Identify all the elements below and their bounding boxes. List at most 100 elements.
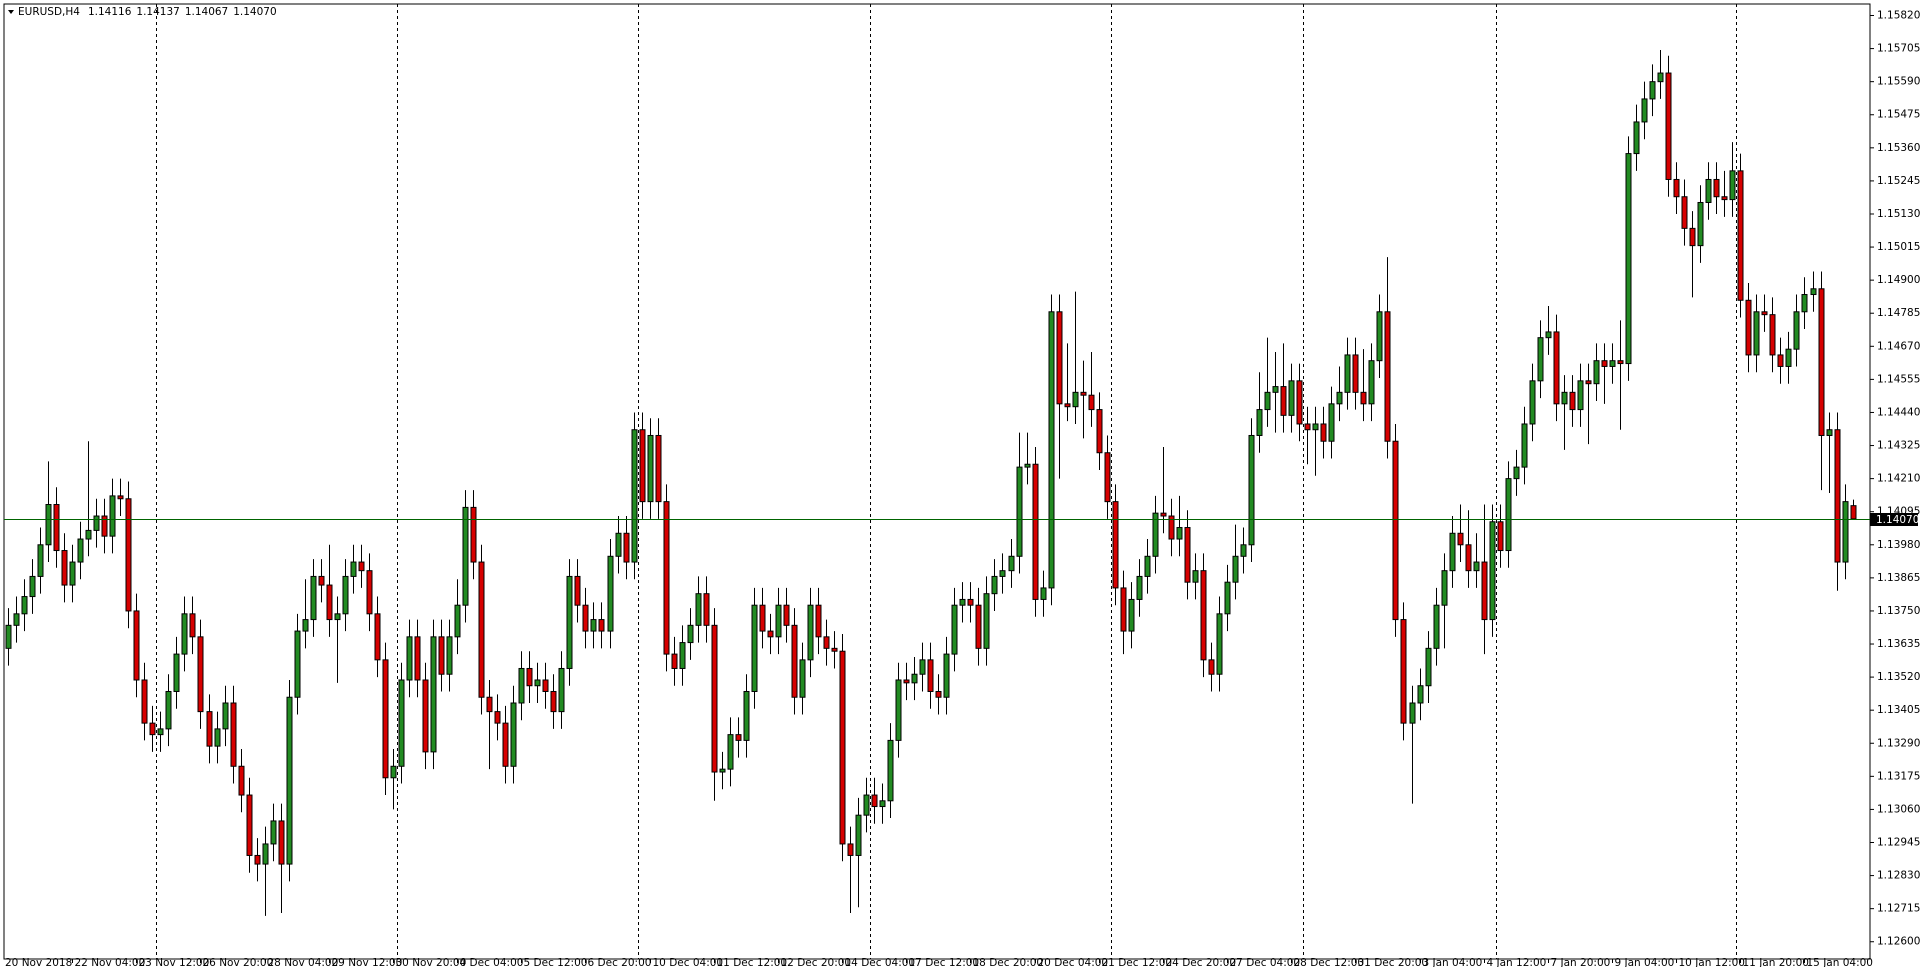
candle-body (767, 630, 774, 638)
candle-body (1705, 178, 1712, 203)
candle-body (558, 667, 565, 713)
candle-body (1320, 423, 1327, 442)
candle-body (1521, 423, 1528, 468)
candle-body (1104, 452, 1111, 503)
candle-body (1040, 587, 1047, 600)
candle-body (975, 604, 982, 649)
candle-body (1617, 360, 1624, 365)
candle-body (189, 613, 196, 638)
y-tick-label: 1.13520 (1877, 671, 1920, 683)
candle-body (1585, 380, 1592, 385)
x-tick-label: 31 Dec 20:00 (1358, 957, 1429, 967)
candle-body (1834, 429, 1841, 563)
candle-body (1673, 178, 1680, 198)
candle-body (791, 624, 798, 698)
candle-body (270, 820, 277, 845)
candle-body (863, 794, 870, 816)
x-tick-label: 30 Nov 20:00 (396, 957, 467, 967)
candle-body (1449, 532, 1456, 572)
candle-body (1200, 570, 1207, 661)
y-tick-label: 1.13060 (1877, 803, 1920, 815)
candle-body (895, 679, 902, 741)
y-tick-label: 1.12945 (1877, 837, 1920, 849)
ohlc-value: 1.14137 (136, 6, 179, 18)
candle-body (759, 604, 766, 632)
candle-body (1080, 391, 1087, 396)
candle-body (1593, 360, 1600, 385)
candle-body (1328, 403, 1335, 442)
x-tick-label: 11 Dec 12:00 (717, 957, 788, 967)
candle-body (1641, 98, 1648, 123)
candle-body (1737, 170, 1744, 301)
candle-body (1761, 311, 1768, 316)
candle-body (1032, 463, 1039, 600)
candle-body (903, 679, 910, 684)
candle-body (1417, 685, 1424, 704)
candle-body (462, 506, 469, 606)
candle-body (1545, 331, 1552, 339)
candle-body (1384, 311, 1391, 442)
candle-body (1753, 311, 1760, 356)
candle-body (743, 690, 750, 741)
y-tick-label: 1.13175 (1877, 770, 1920, 782)
candle-body (117, 495, 124, 500)
candle-body (1433, 604, 1440, 649)
candle-body (1681, 196, 1688, 229)
candle-body (1336, 391, 1343, 405)
candle-body (53, 504, 60, 552)
y-tick-label: 1.13405 (1877, 704, 1920, 716)
x-tick-label: 20 Dec 04:00 (1038, 957, 1109, 967)
x-tick-label: 28 Dec 12:00 (1294, 957, 1365, 967)
candle-body (1288, 380, 1295, 416)
candle-body (1625, 153, 1632, 365)
x-tick-label: 5 Dec 12:00 (524, 957, 588, 967)
candle-body (350, 561, 357, 577)
candle-body (1697, 201, 1704, 247)
candle-body (598, 619, 605, 632)
candle-body (1064, 403, 1071, 408)
candle-body (1425, 647, 1432, 687)
x-tick-label: 9 Jan 04:00 (1615, 957, 1675, 967)
candle-body (911, 673, 918, 684)
x-tick-label: 12 Dec 20:00 (781, 957, 852, 967)
candle-body (1312, 423, 1319, 431)
candle-body (1497, 521, 1504, 552)
candle-body (1280, 386, 1287, 416)
candle-body (101, 515, 108, 537)
candle-body (1810, 288, 1817, 296)
candle-body (1457, 532, 1464, 546)
candle-body (230, 702, 237, 767)
candle-body (663, 501, 670, 655)
candle-body (1537, 337, 1544, 382)
candle-body (486, 696, 493, 713)
candle-body (1441, 570, 1448, 606)
candle-body (1192, 570, 1199, 583)
candle-body (1665, 72, 1672, 180)
candle-body (807, 604, 814, 661)
candle-body (214, 728, 221, 747)
candle-body (1392, 440, 1399, 621)
candle-body (141, 679, 148, 724)
candle-body (1609, 360, 1616, 367)
candle-body (45, 504, 52, 546)
candle-body (1232, 555, 1239, 583)
candle-body (983, 593, 990, 649)
candle-body (1216, 613, 1223, 675)
candle-body (815, 604, 822, 638)
candle-body (639, 429, 646, 503)
candle-body (21, 596, 28, 615)
candle-body (1633, 121, 1640, 155)
candle-body (1160, 512, 1167, 517)
candle-body (951, 604, 958, 655)
candle-body (1777, 354, 1784, 367)
menu-arrow[interactable] (8, 10, 14, 14)
candle-body (695, 593, 702, 626)
candle-body (1008, 555, 1015, 572)
candle-body (222, 702, 229, 730)
candle-body (1072, 391, 1079, 408)
y-tick-label: 1.14555 (1877, 373, 1920, 385)
candle-body (1376, 311, 1383, 362)
x-tick-label: 18 Dec 20:00 (973, 957, 1044, 967)
candle-body (687, 624, 694, 644)
